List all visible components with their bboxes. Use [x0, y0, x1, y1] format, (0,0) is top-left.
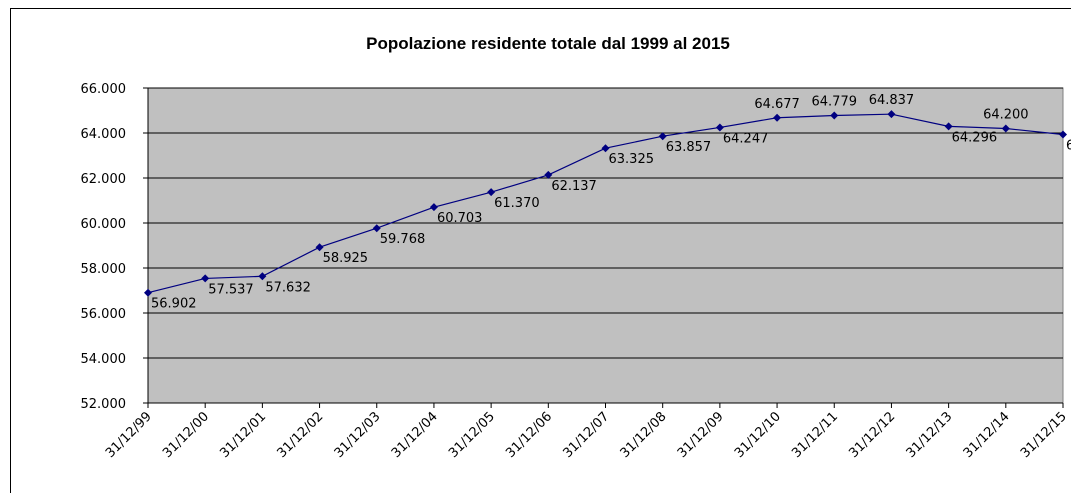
y-tick-label: 58.000	[81, 262, 127, 277]
data-label: 63.325	[609, 152, 655, 167]
data-label: 63.857	[666, 140, 712, 155]
marker	[1059, 130, 1067, 139]
marker	[429, 203, 438, 212]
data-label: 57.632	[265, 280, 311, 295]
marker	[944, 122, 953, 131]
marker	[830, 111, 839, 120]
marker	[544, 170, 553, 179]
data-label: 59.768	[380, 232, 426, 247]
data-label: 64.837	[869, 93, 915, 108]
data-label: 63.932	[1066, 139, 1071, 154]
data-label: 61.370	[494, 196, 540, 211]
y-tick-label: 52.000	[81, 397, 127, 412]
data-label: 64.247	[723, 131, 769, 146]
data-label: 57.537	[208, 282, 254, 297]
data-label: 56.902	[151, 297, 197, 312]
marker	[773, 113, 782, 122]
marker	[144, 288, 152, 297]
marker	[201, 274, 210, 283]
y-tick-label: 60.000	[81, 217, 127, 232]
marker	[258, 272, 267, 281]
y-tick-label: 66.000	[81, 82, 127, 97]
y-tick-label: 56.000	[81, 307, 127, 322]
y-tick-label: 54.000	[81, 352, 127, 367]
data-label: 58.925	[323, 251, 369, 266]
marker	[658, 132, 667, 141]
marker	[601, 144, 610, 153]
data-label: 64.296	[952, 130, 998, 145]
y-tick-label: 64.000	[81, 127, 127, 142]
marker	[315, 243, 324, 252]
chart-title: Popolazione residente totale dal 1999 al…	[366, 34, 730, 53]
marker	[887, 110, 896, 119]
plot-area	[147, 87, 1064, 404]
data-label: 62.137	[551, 179, 597, 194]
marker	[487, 188, 496, 197]
marker	[372, 224, 381, 233]
data-label: 64.779	[812, 94, 858, 109]
data-label: 64.200	[983, 108, 1029, 123]
marker	[715, 123, 724, 132]
y-tick-label: 62.000	[81, 172, 127, 187]
marker	[1001, 124, 1010, 133]
data-label: 64.677	[754, 97, 800, 112]
data-label: 60.703	[437, 211, 483, 226]
